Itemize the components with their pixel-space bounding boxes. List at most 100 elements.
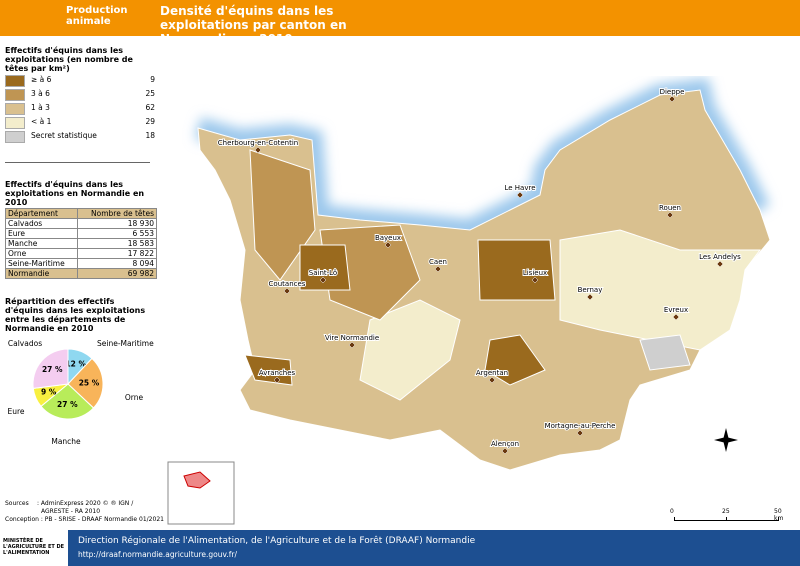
- pie-slice: [67, 357, 104, 409]
- table-cell: 6 553: [76, 228, 158, 239]
- city-marker: [666, 211, 674, 219]
- title: Densité d'équins dans les exploitations …: [160, 4, 347, 46]
- legend-item: 1 à 3 62: [5, 102, 155, 116]
- city-marker: [348, 341, 356, 349]
- zone-dark: [299, 244, 351, 291]
- legend-count: 29: [145, 117, 155, 126]
- city-label: Les Andelys: [699, 253, 741, 261]
- pie-category-label: Calvados: [8, 339, 42, 348]
- pie-slice: [32, 348, 69, 389]
- pie-category-label: Eure: [7, 407, 24, 416]
- city-marker: [516, 191, 524, 199]
- legend-count: 9: [150, 75, 155, 84]
- org: Direction Régionale de l'Alimentation, d…: [78, 536, 476, 546]
- city-label: Bayeux: [375, 234, 401, 242]
- section: Production animale: [66, 5, 128, 27]
- table-cell: Calvados: [5, 218, 78, 229]
- footer: MINISTÈRE DE L'AGRICULTURE ET DE L'ALIME…: [0, 530, 800, 566]
- city-label: Vire Normandie: [325, 334, 379, 342]
- ministry: MINISTÈRE DE L'AGRICULTURE ET DE L'ALIME…: [3, 538, 65, 556]
- city-label: Dieppe: [660, 88, 685, 96]
- legend-swatch: [5, 75, 25, 87]
- city-label: Le Havre: [504, 184, 535, 192]
- pie-category-label: Manche: [51, 437, 81, 446]
- city-label: Caen: [429, 258, 447, 266]
- city-marker: [273, 376, 281, 384]
- pie-value-label: 25 %: [79, 378, 100, 387]
- city-marker: [283, 287, 291, 295]
- table-cell: Orne: [5, 248, 78, 259]
- city-marker: [319, 276, 327, 284]
- city-label: Lisieux: [523, 269, 547, 277]
- city-label: Saint-Lô: [309, 269, 337, 277]
- pie-value-label: 9 %: [41, 387, 57, 396]
- table-title: Effectifs d'équins dans les exploitation…: [5, 180, 145, 207]
- legend-item: ≥ à 6 9: [5, 74, 155, 88]
- pie-title: Répartition des effectifs d'équins dans …: [5, 297, 146, 333]
- sources-label: Sources: [5, 500, 29, 507]
- legend-title: Effectifs d'équins dans les exploitation…: [5, 46, 133, 73]
- table-cell: 69 982: [76, 268, 158, 279]
- table-cell: 18 583: [76, 238, 158, 249]
- city-marker: [586, 293, 594, 301]
- legend-item: < à 1 29: [5, 116, 155, 130]
- zone-light: [559, 229, 761, 351]
- scale-bar: 0 25 50 km: [670, 508, 792, 528]
- pie-slice: [40, 383, 95, 420]
- city-marker: [488, 376, 496, 384]
- sources-line: : AdminExpress 2020 © ® IGN /: [37, 500, 134, 507]
- map: Dieppe Cherbourg-en-Cotentin Le Havre Rouen…: [167, 77, 771, 525]
- city-marker: [254, 146, 262, 154]
- zone-secret: [639, 334, 691, 371]
- scale-tick: [726, 517, 727, 521]
- table-row: Seine-Maritime 8 094: [5, 258, 158, 269]
- pie-chart: 12 % Seine-Maritime 25 % Orne 27 % Manche 9 % E…: [7, 339, 154, 446]
- city-label: Cherbourg-en-Cotentin: [218, 139, 298, 147]
- legend-label: Secret statistique: [31, 131, 97, 140]
- table-header-cell: Nombre de têtes: [76, 208, 158, 219]
- header: Production animale Densité d'équins dans…: [0, 0, 800, 46]
- city-marker: [531, 276, 539, 284]
- table-cell: Manche: [5, 238, 78, 249]
- table-row: Eure 6 553: [5, 228, 158, 239]
- city-label: Coutances: [269, 280, 306, 288]
- city-marker: [501, 447, 509, 455]
- city-label: Evreux: [664, 306, 688, 314]
- legend-label: ≥ à 6: [31, 75, 52, 84]
- url: http://draaf.normandie.agriculture.gouv.…: [78, 550, 237, 559]
- city-label: Bernay: [578, 286, 603, 294]
- legend-label: 1 à 3: [31, 103, 50, 112]
- table-cell: Eure: [5, 228, 78, 239]
- table-header-cell: Département: [5, 208, 78, 219]
- inset-map: [167, 461, 235, 525]
- inset-region: [183, 471, 211, 489]
- city-label: Rouen: [659, 204, 681, 212]
- scale-label: 0: [670, 508, 674, 515]
- scale-label: 50 km: [774, 508, 784, 522]
- legend-swatch: [5, 89, 25, 101]
- legend-count: 62: [145, 103, 155, 112]
- table-row: Orne 17 822: [5, 248, 158, 259]
- north-arrow: [714, 428, 738, 452]
- city-label: Avranches: [259, 369, 296, 377]
- pie-category-label: Seine-Maritime: [97, 339, 154, 348]
- city-label: Mortagne-au-Perche: [545, 422, 616, 430]
- legend-label: < à 1: [31, 117, 52, 126]
- table-cell: 18 930: [76, 218, 158, 229]
- table-cell: Normandie: [5, 268, 78, 279]
- city-marker: [384, 241, 392, 249]
- legend-item: Secret statistique 18: [5, 130, 155, 144]
- legend-swatch: [5, 103, 25, 115]
- scale-tick: [674, 517, 675, 521]
- city-marker: [716, 260, 724, 268]
- logo: MINISTÈRE DE L'AGRICULTURE ET DE L'ALIME…: [0, 530, 68, 566]
- zone-dark: [484, 334, 546, 386]
- legend-item: 3 à 6 25: [5, 88, 155, 102]
- table-cell: 17 822: [76, 248, 158, 259]
- table-header: Département Nombre de têtes: [5, 208, 158, 219]
- table-cell: 8 094: [76, 258, 158, 269]
- legend-count: 18: [145, 131, 155, 140]
- city-marker: [668, 95, 676, 103]
- table-row: Normandie 69 982: [5, 268, 158, 279]
